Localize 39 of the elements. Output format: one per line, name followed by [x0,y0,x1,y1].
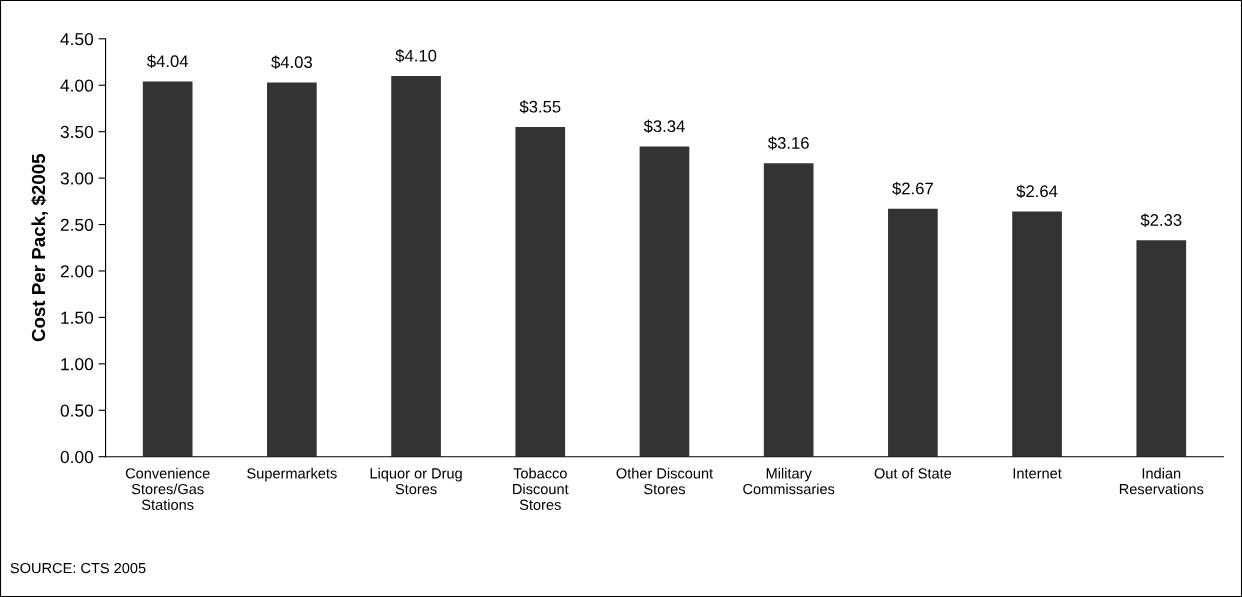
y-tick-label: 3.00 [60,172,94,185]
x-tick-label: Convenience Stores/Gas Stations [125,467,210,510]
x-tick-label: Indian Reservations [1119,467,1204,495]
y-tick-label: 2.00 [60,265,94,278]
y-tick-label: 1.50 [61,311,94,324]
y-tick-label: 4.50 [60,32,94,46]
y-tick-label: 2.50 [60,218,94,231]
data-label: $3.34 [643,119,685,134]
x-tick-label: Military Commissaries [743,467,835,495]
bar [763,163,814,457]
bar [142,81,193,457]
source-note: SOURCE: CTS 2005 [10,562,146,574]
y-tick-label: 4.00 [60,79,94,92]
data-label: $4.10 [395,49,437,63]
y-tick-label: 0.50 [60,404,94,417]
y-tick-label: 3.50 [60,125,94,139]
x-tick-label: Liquor or Drug Stores [370,467,462,495]
data-label: $3.55 [519,100,561,114]
x-tick-label: Out of State [874,467,952,479]
bar [267,82,317,457]
data-label: $3.16 [768,136,809,150]
y-tick-label: 0.00 [60,450,94,464]
x-tick-label: Tobacco Discount Stores [513,467,569,510]
bar [1136,240,1187,457]
bar [515,127,566,457]
x-tick-label: Internet [1013,468,1062,479]
x-tick-label: Other Discount Stores [616,467,713,495]
y-tick-label: 1.00 [61,358,94,371]
bar [639,146,690,457]
y-axis-title: Cost Per Pack, $2005 [31,153,48,342]
data-label: $2.64 [1016,184,1058,199]
bar [1012,211,1062,457]
data-label: $4.03 [271,55,312,70]
bar [391,75,441,457]
bar [888,208,938,457]
data-label: $2.33 [1140,213,1182,227]
data-label: $2.67 [892,181,933,196]
x-tick-label: Supermarkets [247,467,337,482]
data-label: $4.04 [147,54,189,69]
